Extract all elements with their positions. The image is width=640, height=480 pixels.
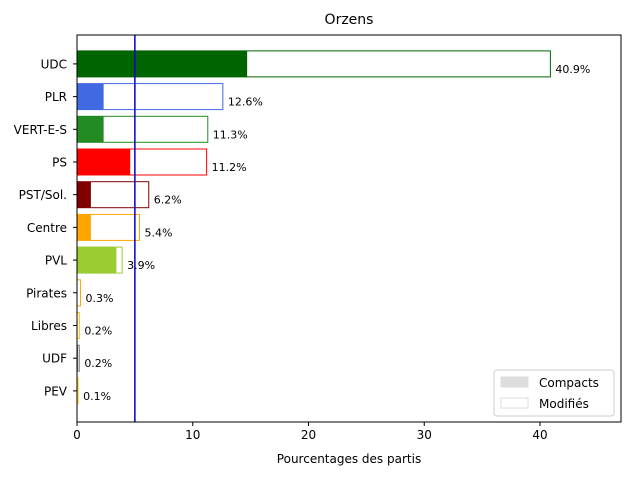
x-tick-label: 10 (185, 428, 200, 442)
legend: Compacts Modifiés (493, 369, 615, 417)
data-label-libres: 0.2% (84, 325, 112, 338)
data-label-pvl: 3.9% (127, 259, 155, 272)
y-tick-label-udc: UDC (41, 57, 67, 71)
x-tick-label: 0 (73, 428, 81, 442)
y-tick-label-pirates: Pirates (26, 286, 67, 300)
y-tick-label-centre: Centre (27, 221, 67, 235)
bars-layer: 40.9% 12.6% 11.3% 11.2% 6.2% 5.4% 3.9% 0.3% 0.2%… (76, 50, 590, 405)
legend-swatch-compacts (500, 376, 529, 388)
y-tick-label-plr: PLR (45, 90, 67, 104)
y-tick-label-vert-e-s: VERT-E-S (14, 123, 67, 137)
legend-label-modifies: Modifiés (539, 397, 589, 411)
y-tick-label-pev: PEV (44, 384, 68, 398)
bar-compact-udc (77, 50, 248, 77)
x-tick-label: 30 (417, 428, 432, 442)
data-label-pirates: 0.3% (85, 292, 113, 305)
y-tick-label-pvl: PVL (45, 254, 67, 268)
data-label-centre: 5.4% (145, 226, 173, 239)
data-label-plr: 12.6% (228, 96, 263, 109)
bar-compact-vert-e-s (77, 116, 104, 143)
bar-compact-pvl (77, 247, 117, 274)
bar-compact-pst-sol (77, 181, 91, 208)
data-label-pev: 0.1% (83, 390, 111, 403)
x-tick-label: 40 (532, 428, 547, 442)
data-label-vert-e-s: 11.3% (213, 128, 248, 141)
legend-swatch-modifies (500, 397, 529, 409)
bar-compact-ps (77, 149, 131, 175)
x-tick-label: 20 (301, 428, 316, 442)
data-label-pst-sol: 6.2% (154, 194, 182, 207)
y-tick-label-udf: UDF (42, 352, 67, 366)
bar-compact-udf (77, 345, 79, 372)
legend-label-compacts: Compacts (539, 376, 599, 390)
y-tick-label-libres: Libres (31, 319, 67, 333)
y-tick-labels: UDC PLR VERT-E-S PS PST/Sol. Centre PVL Pirates… (14, 57, 77, 398)
chart-title: Orzens (325, 12, 374, 28)
data-label-ps: 11.2% (212, 161, 247, 174)
x-axis-ticks: 0 10 20 30 40 (73, 422, 548, 442)
data-label-udc: 40.9% (555, 63, 590, 76)
y-tick-label-ps: PS (52, 156, 67, 170)
data-label-udf: 0.2% (84, 357, 112, 370)
bar-compact-plr (77, 83, 104, 110)
bar-compact-centre (77, 214, 91, 241)
y-tick-label-pst-sol: PST/Sol. (19, 188, 67, 202)
x-axis-label: Pourcentages des partis (277, 452, 421, 466)
bar-total-pirates (76, 279, 81, 307)
plot-frame (76, 34, 622, 423)
